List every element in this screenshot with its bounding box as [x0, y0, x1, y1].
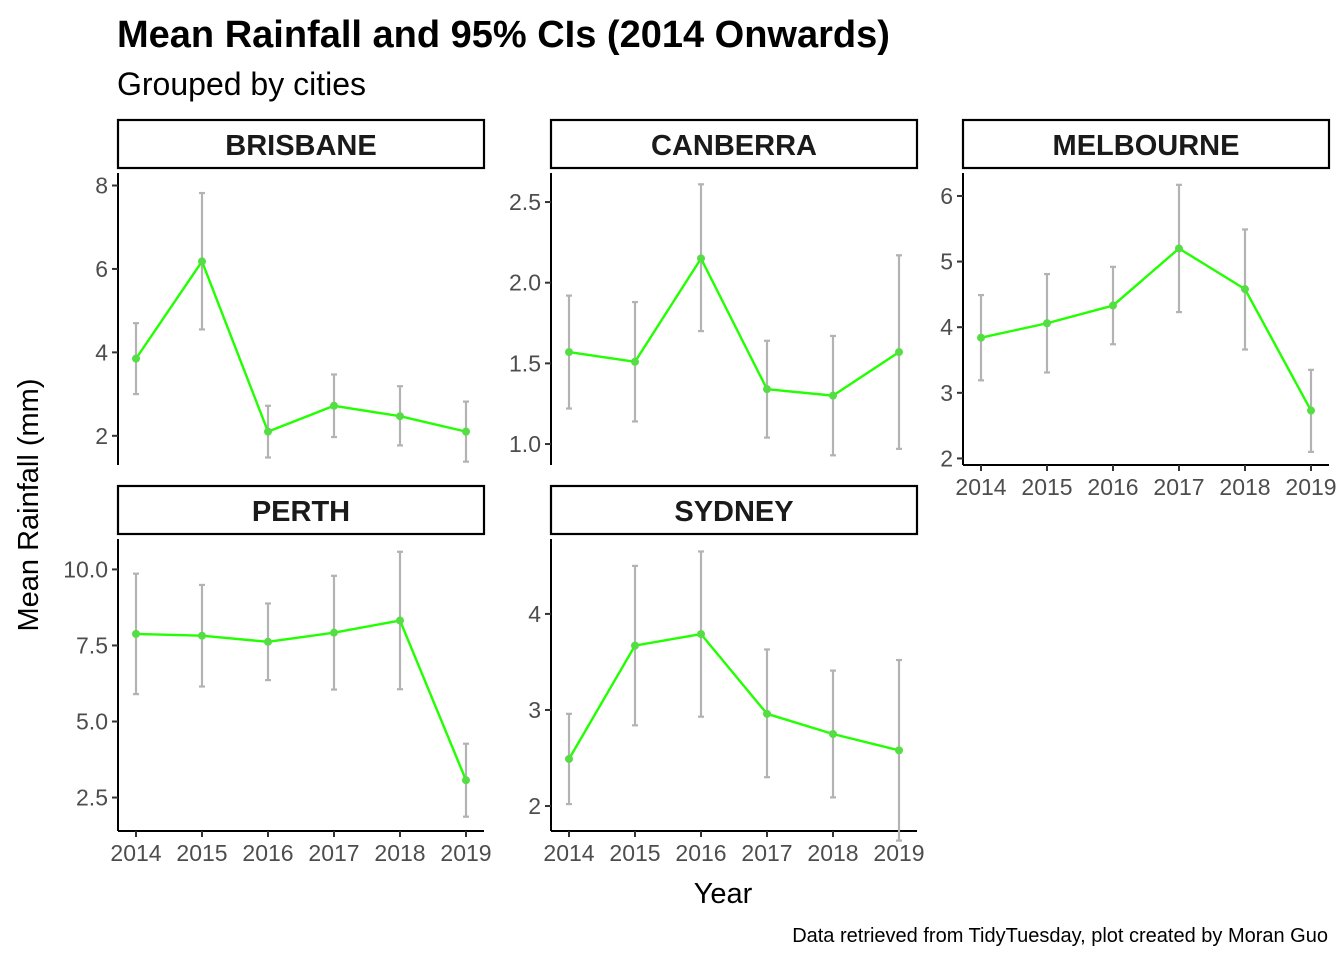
y-tick-label-brisbane: 6: [95, 256, 108, 282]
y-tick-label-brisbane: 2: [95, 423, 108, 449]
data-point-perth-2019: [462, 776, 470, 785]
data-point-perth-2018: [396, 616, 404, 625]
x-axis-title: Year: [694, 878, 753, 910]
panel-sydney: SYDNEY 2 3 4 2014 2015 2016 2017 2018 2019: [528, 484, 925, 866]
data-point-canberra-2016: [697, 254, 705, 263]
x-tick-label-perth: 2014: [110, 840, 161, 866]
y-tick-label-sydney: 4: [528, 601, 541, 627]
series-line-perth: [135, 619, 468, 781]
x-tick-label-melbourne: 2018: [1219, 474, 1270, 500]
y-axis-title: Mean Rainfall (mm): [13, 379, 45, 632]
data-point-brisbane-2017: [330, 401, 338, 410]
data-point-perth-2014: [132, 629, 140, 638]
data-point-sydney-2016: [697, 630, 705, 639]
panel-perth: PERTH 2.5 5.0 7.5 10.0 2014 2015 2016 2017 2018 20…: [63, 484, 492, 866]
data-point-sydney-2017: [763, 709, 771, 718]
data-point-sydney-2014: [565, 754, 573, 763]
strip-label-canberra: CANBERRA: [651, 130, 817, 162]
panel-canberra: CANBERRA 1.0 1.5 2.0 2.5: [509, 118, 919, 465]
data-point-melbourne-2018: [1241, 285, 1249, 294]
y-tick-label-sydney: 3: [528, 697, 541, 723]
x-tick-label-melbourne: 2014: [955, 474, 1006, 500]
x-tick-label-perth: 2017: [308, 840, 359, 866]
facet-panels: BRISBANE 2 4 6 8 CANBERRA 1.0 1.5 2.0 2.5 MELBOURN…: [63, 118, 1337, 866]
data-point-brisbane-2016: [264, 427, 272, 436]
y-tick-label-canberra: 2.5: [509, 189, 541, 215]
data-point-melbourne-2017: [1175, 244, 1183, 253]
strip-label-brisbane: BRISBANE: [225, 130, 376, 162]
x-tick-label-perth: 2019: [440, 840, 491, 866]
series-line-brisbane: [135, 260, 467, 433]
y-tick-label-canberra: 2.0: [509, 270, 541, 296]
x-tick-label-perth: 2018: [374, 840, 425, 866]
data-point-brisbane-2014: [132, 354, 140, 363]
data-point-canberra-2015: [631, 357, 639, 366]
data-point-melbourne-2014: [977, 333, 985, 342]
data-point-melbourne-2015: [1043, 319, 1051, 328]
y-tick-label-brisbane: 4: [95, 339, 108, 365]
series-line-melbourne: [980, 247, 1313, 412]
strip-label-melbourne: MELBOURNE: [1053, 130, 1240, 162]
y-tick-label-brisbane: 8: [95, 173, 108, 199]
y-tick-label-perth: 5.0: [76, 709, 108, 735]
x-tick-label-sydney: 2014: [543, 840, 594, 866]
strip-label-sydney: SYDNEY: [674, 496, 793, 528]
strip-perth: [116, 484, 486, 536]
y-tick-label-melbourne: 4: [940, 314, 953, 340]
chart-subtitle: Grouped by cities: [117, 66, 366, 102]
y-tick-label-sydney: 2: [528, 793, 541, 819]
x-tick-label-melbourne: 2019: [1285, 474, 1336, 500]
data-point-canberra-2019: [895, 348, 903, 357]
data-point-sydney-2015: [631, 641, 639, 650]
data-point-canberra-2017: [763, 385, 771, 394]
y-tick-label-melbourne: 3: [940, 380, 953, 406]
y-tick-label-perth: 2.5: [76, 785, 108, 811]
x-tick-label-perth: 2015: [176, 840, 227, 866]
data-point-melbourne-2016: [1109, 301, 1117, 310]
y-tick-label-melbourne: 2: [940, 445, 953, 471]
series-line-canberra: [568, 257, 900, 397]
data-point-canberra-2014: [565, 348, 573, 357]
data-point-canberra-2018: [829, 391, 837, 400]
data-point-sydney-2019: [895, 746, 903, 755]
y-tick-label-perth: 10.0: [63, 556, 108, 582]
y-tick-label-perth: 7.5: [76, 632, 108, 658]
x-tick-label-melbourne: 2016: [1087, 474, 1138, 500]
x-tick-label-sydney: 2019: [873, 840, 924, 866]
y-tick-label-melbourne: 5: [940, 249, 953, 275]
data-point-brisbane-2015: [198, 257, 206, 266]
x-tick-label-perth: 2016: [242, 840, 293, 866]
y-tick-label-canberra: 1.5: [509, 350, 541, 376]
y-tick-label-canberra: 1.0: [509, 431, 541, 457]
x-tick-label-melbourne: 2017: [1153, 474, 1204, 500]
y-tick-label-melbourne: 6: [940, 183, 953, 209]
data-point-perth-2016: [264, 637, 272, 646]
data-point-sydney-2018: [829, 729, 837, 738]
data-point-perth-2015: [198, 631, 206, 640]
data-point-melbourne-2019: [1307, 406, 1315, 415]
series-line-sydney: [567, 632, 900, 760]
x-tick-label-sydney: 2015: [609, 840, 660, 866]
data-point-brisbane-2019: [462, 427, 470, 436]
chart-caption: Data retrieved from TidyTuesday, plot cr…: [792, 925, 1328, 947]
strip-label-perth: PERTH: [252, 496, 350, 528]
strip-canberra: [549, 118, 919, 170]
strip-melbourne: [961, 118, 1331, 170]
x-tick-label-melbourne: 2015: [1021, 474, 1072, 500]
chart-title: Mean Rainfall and 95% CIs (2014 Onwards): [117, 14, 890, 56]
x-tick-label-sydney: 2016: [675, 840, 726, 866]
data-point-brisbane-2018: [396, 412, 404, 421]
x-tick-label-sydney: 2017: [741, 840, 792, 866]
strip-sydney: [549, 484, 919, 536]
x-tick-label-sydney: 2018: [807, 840, 858, 866]
panel-melbourne: MELBOURNE 2 3 4 5 6 2014 2015 2016 2017 2018 2019: [940, 118, 1337, 500]
panel-brisbane: BRISBANE 2 4 6 8: [95, 118, 486, 465]
strip-brisbane: [116, 118, 486, 170]
data-point-perth-2017: [330, 628, 338, 637]
